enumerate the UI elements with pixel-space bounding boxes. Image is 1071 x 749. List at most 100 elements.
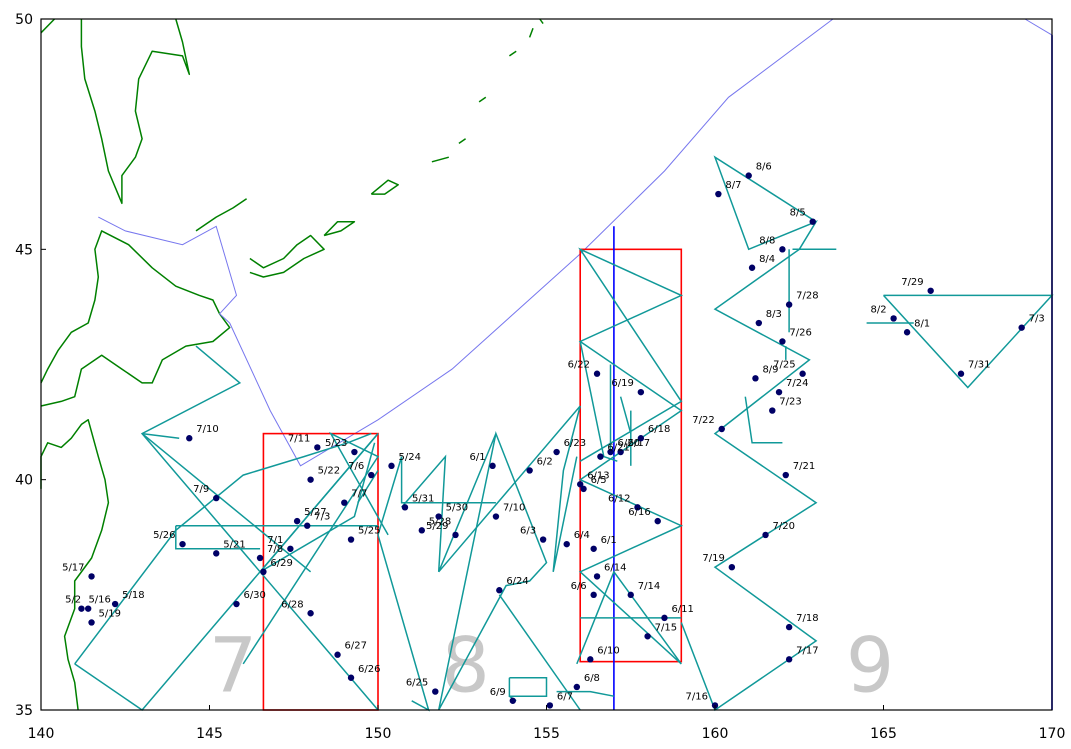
station-date-label: 6/30 bbox=[243, 590, 265, 601]
station-date-label: 6/11 bbox=[671, 604, 693, 615]
station-point bbox=[334, 651, 341, 658]
station-point bbox=[256, 554, 264, 562]
station-point bbox=[435, 513, 442, 520]
station-point bbox=[637, 435, 645, 442]
coastline bbox=[40, 230, 231, 407]
station-point bbox=[307, 476, 314, 483]
station-date-label: 8/8 bbox=[759, 235, 775, 246]
station-point bbox=[890, 315, 897, 322]
station-point bbox=[213, 550, 220, 557]
station-point bbox=[755, 319, 763, 327]
station-date-label: 5/19 bbox=[99, 608, 121, 619]
station-point bbox=[799, 370, 806, 377]
station-point bbox=[903, 329, 911, 336]
station-date-label: 7/31 bbox=[968, 360, 990, 371]
cruise-track bbox=[508, 677, 548, 697]
station-date-label: 6/6 bbox=[571, 581, 587, 592]
y-axis-ticks: 35 40 45 50 bbox=[15, 12, 33, 719]
station-date-label: 8/2 bbox=[871, 304, 887, 315]
station-point bbox=[769, 407, 776, 414]
station-point bbox=[186, 435, 193, 442]
cruise-track bbox=[141, 433, 312, 573]
station-point bbox=[782, 471, 789, 479]
station-date-label: 6/24 bbox=[506, 576, 528, 587]
coastline bbox=[370, 179, 399, 195]
station-point bbox=[785, 623, 793, 631]
station-date-label: 7/9 bbox=[193, 484, 209, 495]
cruise-track-layer bbox=[74, 155, 1054, 712]
station-date-label: 7/21 bbox=[793, 461, 815, 472]
station-point bbox=[654, 517, 661, 525]
station-date-label: 6/28 bbox=[281, 599, 303, 610]
station-date-label: 7/18 bbox=[796, 613, 818, 624]
coastline bbox=[431, 156, 449, 163]
station-point bbox=[607, 448, 614, 456]
station-point bbox=[452, 531, 459, 539]
station-point bbox=[728, 563, 736, 571]
station-point bbox=[597, 453, 604, 460]
station-date-label: 7/26 bbox=[789, 327, 811, 338]
station-date-label: 7/23 bbox=[779, 397, 801, 408]
station-date-label: 7/22 bbox=[692, 415, 714, 426]
coastline bbox=[40, 18, 56, 34]
station-layer: 5/16 5/17 5/185/19 5/2 5/21 5/22 5/23 5/24 5/25 5… bbox=[62, 162, 1045, 709]
station-date-label: 6/12 bbox=[608, 493, 630, 504]
area-number-layer: 7 8 9 bbox=[209, 621, 894, 710]
cruise-track bbox=[680, 155, 818, 712]
x-tick-label: 170 bbox=[1039, 726, 1066, 742]
station-point bbox=[762, 531, 769, 539]
station-point bbox=[78, 605, 85, 612]
station-point bbox=[617, 448, 624, 456]
station-date-label: 7/1 bbox=[267, 535, 283, 546]
survey-box bbox=[579, 248, 683, 663]
station-point bbox=[809, 218, 816, 225]
station-date-label: 7/10 bbox=[503, 503, 525, 514]
cruise-track bbox=[74, 432, 372, 665]
cruise-track bbox=[401, 433, 497, 573]
x-tick-label: 145 bbox=[196, 726, 223, 742]
station-date-label: 8/4 bbox=[759, 254, 775, 265]
coastline bbox=[539, 18, 544, 25]
station-date-label: 6/4 bbox=[574, 530, 590, 541]
station-date-label: 6/1 bbox=[469, 452, 485, 463]
station-date-label: 5/2 bbox=[65, 595, 81, 606]
station-date-label: 6/7 bbox=[557, 691, 573, 702]
station-point bbox=[213, 494, 220, 502]
station-point bbox=[307, 610, 314, 617]
station-point bbox=[88, 619, 95, 626]
coastline bbox=[249, 234, 325, 278]
station-point bbox=[580, 485, 587, 493]
station-point bbox=[577, 481, 584, 488]
station-date-label: 8/1 bbox=[914, 318, 930, 329]
cruise-track bbox=[556, 690, 615, 697]
station-point bbox=[418, 527, 426, 534]
cruise-track bbox=[357, 470, 379, 504]
station-date-label: 6/25 bbox=[406, 678, 428, 689]
station-point bbox=[627, 591, 634, 599]
station-date-label: 5/23 bbox=[325, 438, 347, 449]
plot-frame bbox=[40, 18, 1053, 711]
station-date-label: 7/17 bbox=[796, 645, 818, 656]
station-point bbox=[553, 448, 560, 456]
station-point bbox=[590, 591, 597, 599]
coastline bbox=[458, 138, 467, 145]
x-tick-label: 160 bbox=[702, 726, 729, 742]
station-point bbox=[401, 504, 409, 511]
station-date-label: 8/5 bbox=[790, 208, 806, 219]
station-date-label: 7/24 bbox=[786, 378, 808, 389]
station-date-label: 6/19 bbox=[611, 378, 633, 389]
station-point bbox=[644, 633, 651, 640]
boundary-line bbox=[98, 216, 238, 324]
station-date-label: 6/1 bbox=[601, 535, 617, 546]
station-date-label: 5/22 bbox=[318, 466, 340, 477]
station-point bbox=[715, 190, 722, 198]
station-point bbox=[88, 573, 95, 580]
station-point bbox=[233, 600, 240, 608]
coastline bbox=[40, 419, 110, 711]
station-point bbox=[587, 656, 594, 663]
station-date-label: 7/3 bbox=[1029, 314, 1045, 325]
area-number: 9 bbox=[846, 621, 894, 710]
station-point bbox=[111, 600, 119, 608]
cruise-track bbox=[579, 341, 618, 462]
station-point bbox=[752, 375, 759, 382]
